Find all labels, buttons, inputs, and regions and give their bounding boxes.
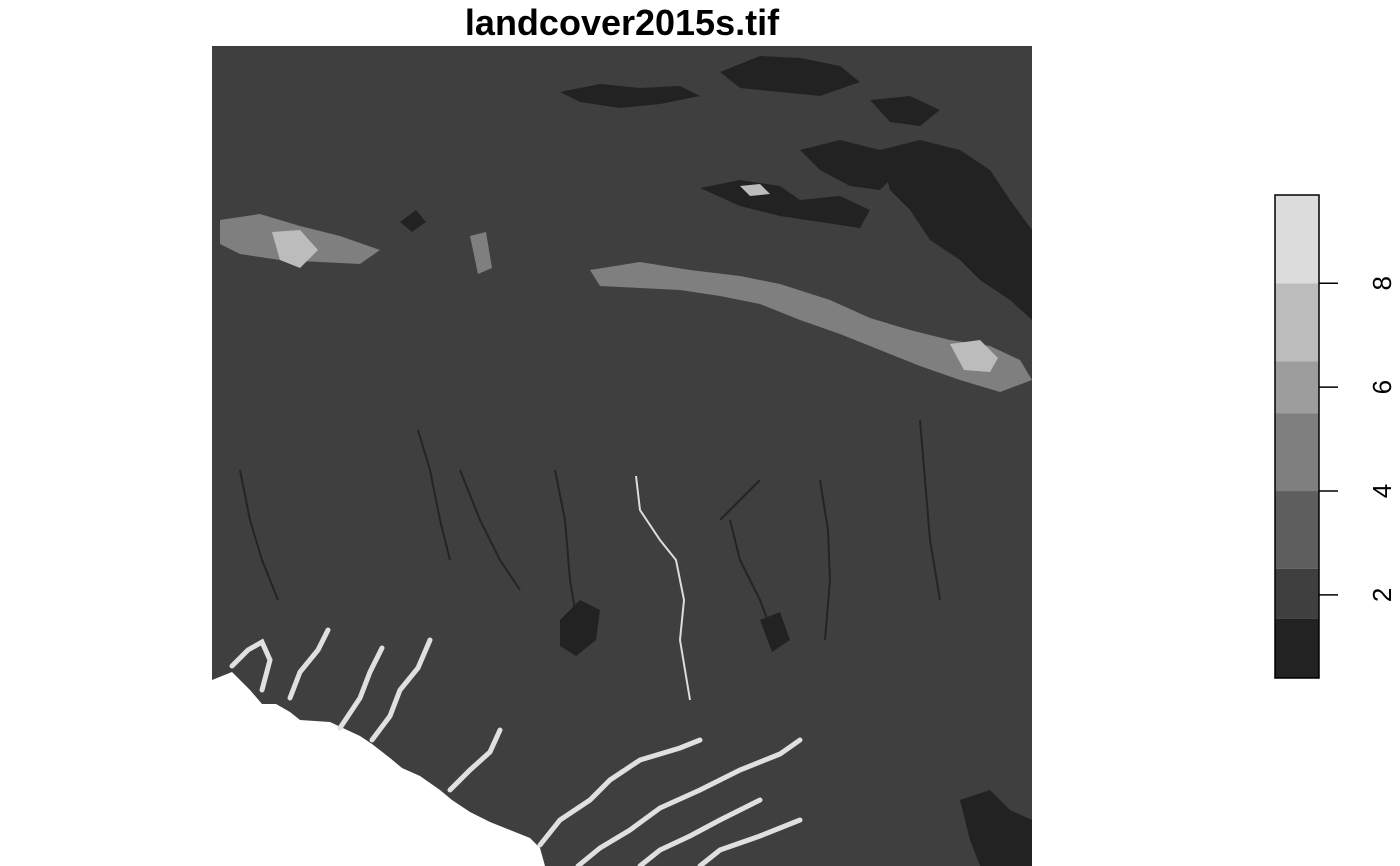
legend-tick-label: 6: [1367, 380, 1397, 394]
legend-class-6: [1275, 283, 1319, 362]
legend-tick-label: 2: [1367, 588, 1397, 602]
legend-class-4: [1275, 413, 1319, 492]
bright-river: [635, 475, 691, 701]
legend-frame: [1274, 194, 1320, 679]
legend-class-5: [1275, 361, 1319, 414]
legend-class-7: [1275, 195, 1319, 284]
legend-class-1: [1275, 618, 1319, 678]
legend-class-3: [1275, 491, 1319, 569]
coastal-channels: [229, 627, 803, 866]
ocean-nodata: [212, 672, 545, 866]
bright-highland-patches: [272, 184, 998, 372]
legend-class-2: [1275, 568, 1319, 619]
legend-color-bar: [1275, 195, 1319, 678]
legend-ticks: 2 4 6 8: [1319, 276, 1397, 602]
forest-patches: [400, 56, 1032, 866]
map-title: landcover2015s.tif: [464, 2, 780, 43]
legend-tick-label: 8: [1367, 276, 1397, 290]
legend-tick-label: 4: [1367, 484, 1397, 498]
